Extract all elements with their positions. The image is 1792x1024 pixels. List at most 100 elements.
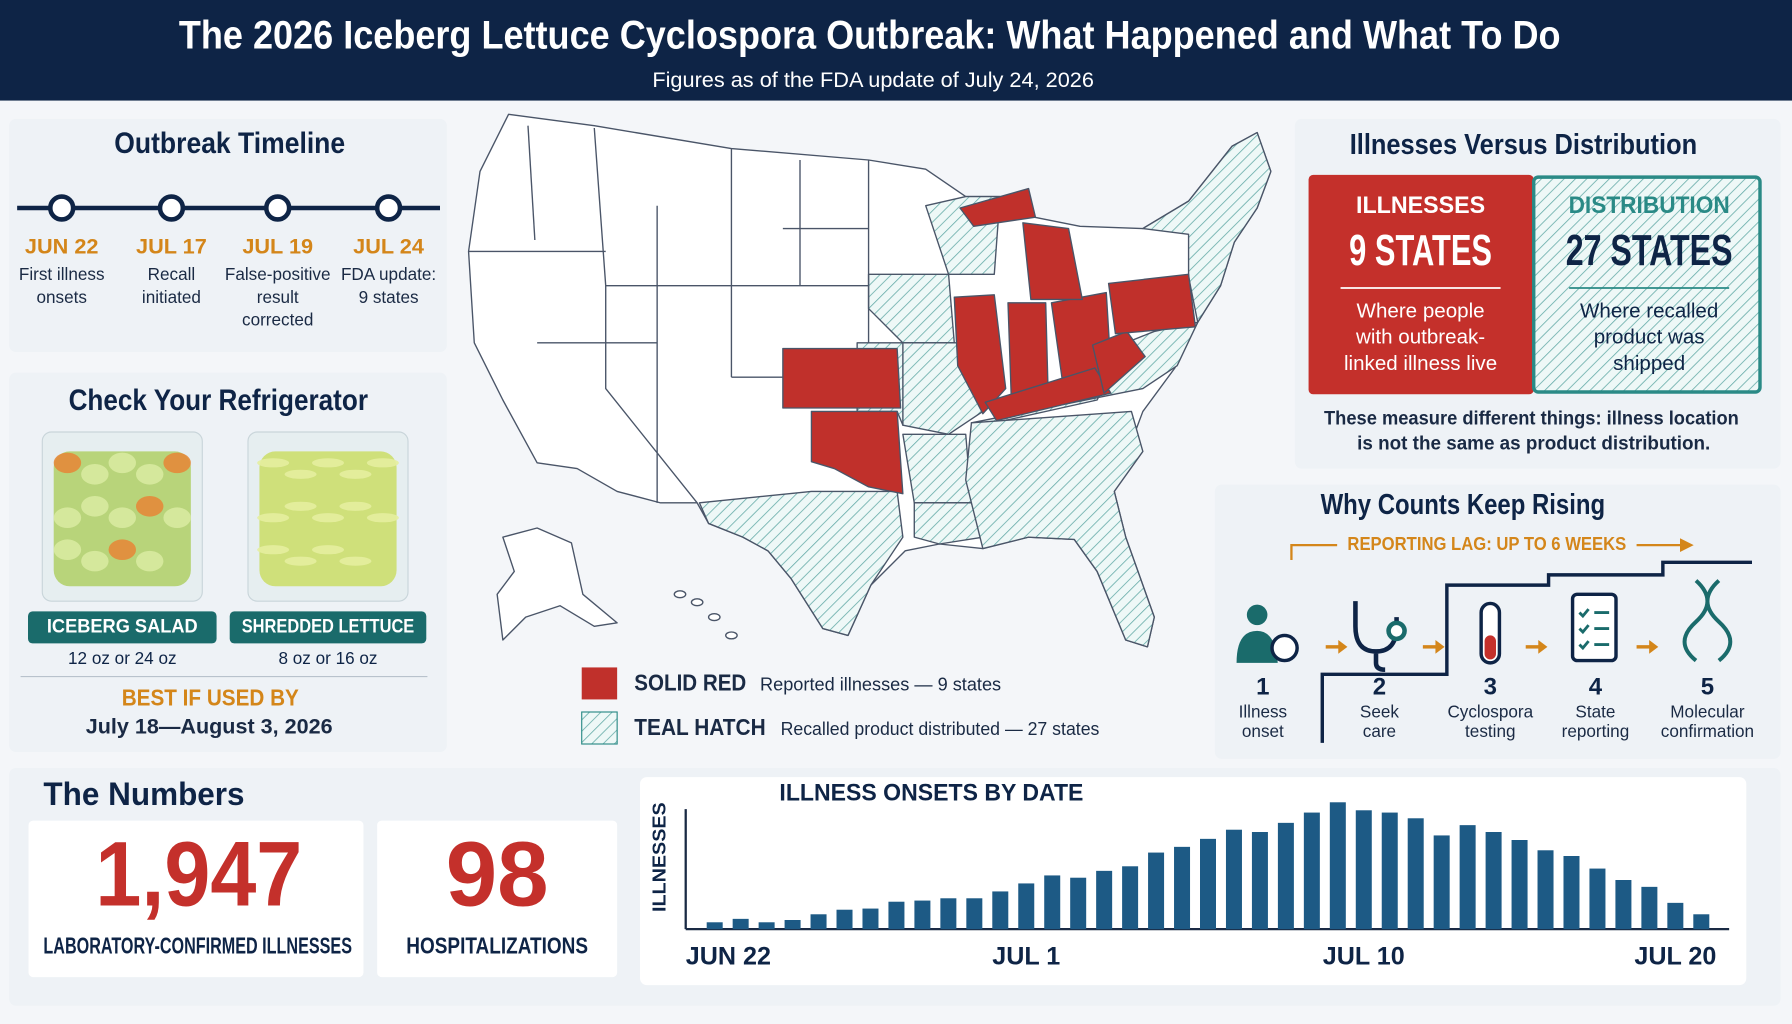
step-label: onset: [1242, 721, 1284, 741]
timeline-date: JUL 19: [242, 234, 313, 259]
bar: [758, 922, 775, 930]
bar: [1589, 868, 1606, 930]
hawaii: [690, 598, 704, 607]
bar: [1381, 812, 1398, 930]
step-number: 5: [1701, 673, 1714, 700]
legend-text: Recalled product distributed — 27 states: [781, 718, 1100, 739]
step-number: 2: [1373, 673, 1386, 700]
product-pill: [28, 611, 217, 644]
bar: [1251, 832, 1268, 930]
state-region: [810, 410, 904, 495]
timeline-label: initiated: [142, 287, 201, 307]
comparison-note: shipped: [1613, 352, 1685, 375]
comparison-note: Where recalled: [1580, 299, 1718, 322]
x-tick-label: JUN 22: [686, 942, 771, 970]
lettuce-piece: [284, 469, 317, 479]
chart-panel: [640, 777, 1747, 986]
bar: [1096, 870, 1113, 930]
bar: [784, 920, 801, 930]
bar: [1303, 812, 1320, 930]
footnote: is not the same as product distribution.: [1357, 433, 1710, 455]
step-arrowhead: [1649, 640, 1659, 654]
lettuce-piece: [312, 545, 344, 555]
section-title: The Numbers: [43, 776, 244, 812]
comparison-note: Where people: [1357, 299, 1485, 322]
state-region: [984, 367, 1112, 422]
lettuce-piece: [257, 545, 290, 555]
bar: [1329, 802, 1346, 930]
state-border: [527, 125, 536, 241]
bar: [732, 918, 749, 930]
step-label: testing: [1465, 721, 1515, 741]
bar: [966, 898, 983, 930]
state-region: [698, 490, 904, 637]
state-region: [1022, 222, 1083, 301]
step-label: Seek: [1360, 702, 1399, 722]
lettuce-piece: [366, 458, 399, 468]
lettuce-piece: [81, 464, 109, 485]
bar: [1693, 914, 1710, 930]
step-number: 1: [1256, 673, 1269, 700]
product-name: SHREDDED LETTUCE: [242, 616, 415, 638]
state-region: [1142, 131, 1272, 323]
bar: [1174, 846, 1191, 930]
icon-stethoscope: [1386, 620, 1407, 642]
bar: [888, 901, 905, 930]
lettuce-piece: [81, 550, 109, 572]
stat-card: [377, 820, 618, 978]
icon-check: [1578, 608, 1610, 619]
bar: [1225, 829, 1242, 930]
us-map: [467, 113, 1272, 648]
bar: [1641, 886, 1658, 930]
step-number: 3: [1484, 673, 1497, 700]
bar: [992, 891, 1009, 930]
timeline-label: False-positive: [225, 264, 331, 284]
best-by-date: July 18—August 3, 2026: [86, 714, 333, 739]
bar: [914, 900, 931, 930]
product-pill: [229, 611, 427, 644]
icon-tube: [1484, 635, 1496, 660]
bar: [836, 909, 853, 930]
distribution-box: [1531, 175, 1762, 394]
legend-swatch: [581, 667, 618, 700]
step-label: care: [1363, 721, 1396, 741]
best-by-label: BEST IF USED BY: [122, 684, 299, 710]
bar: [810, 914, 827, 930]
timeline-label: onsets: [36, 287, 86, 307]
lag-bracket: [1290, 544, 1338, 560]
stat-label: LABORATORY-CONFIRMED ILLNESSES: [43, 932, 352, 958]
section-title: Check Your Refrigerator: [69, 384, 369, 417]
icon-germ: [1270, 633, 1299, 663]
stat-value: 1,947: [95, 823, 302, 925]
illness-box: [1308, 174, 1534, 395]
x-tick-label: JUL 10: [1323, 942, 1405, 970]
section-title: Illnesses Versus Distribution: [1350, 129, 1697, 161]
comparison-heading: DISTRIBUTION: [1569, 192, 1730, 219]
comparison-note: product was: [1594, 326, 1705, 349]
bar: [1277, 822, 1294, 930]
bar: [1070, 877, 1087, 930]
product-name: ICEBERG SALAD: [47, 616, 198, 638]
page-subtitle: Figures as of the FDA update of July 24,…: [652, 67, 1094, 92]
icon-check: [1578, 640, 1610, 651]
step-arrowhead: [1338, 640, 1348, 654]
lettuce-piece: [81, 496, 109, 517]
lettuce-piece: [312, 458, 344, 468]
bar: [1667, 902, 1684, 930]
step-label: State: [1575, 702, 1615, 722]
lettuce-piece: [284, 556, 317, 566]
lettuce-piece: [312, 513, 344, 523]
state-region: [1091, 330, 1146, 394]
state-border: [605, 285, 698, 504]
icon-check: [1578, 624, 1610, 635]
state-region: [902, 433, 973, 504]
lettuce-piece: [366, 513, 399, 523]
comparison-note: linked illness live: [1344, 352, 1497, 375]
bar: [1511, 840, 1528, 930]
footnote: These measure different things: illness …: [1324, 408, 1739, 430]
product-bag: [247, 431, 409, 602]
bar: [1044, 875, 1061, 930]
timeline-label: result: [257, 287, 299, 307]
bar: [1355, 810, 1372, 930]
